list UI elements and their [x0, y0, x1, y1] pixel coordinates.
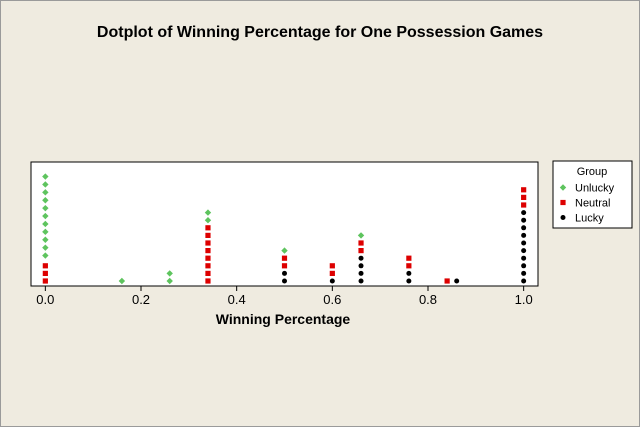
dot-lucky: [406, 270, 412, 276]
dot-lucky: [282, 278, 287, 284]
dot-unlucky: [42, 244, 49, 251]
dot-neutral: [205, 232, 211, 238]
dot-lucky: [358, 263, 364, 269]
dot-neutral: [205, 255, 211, 261]
legend: Group Unlucky Neutral Lucky: [552, 160, 633, 229]
chart-title: Dotplot of Winning Percentage for One Po…: [97, 24, 543, 41]
dot-neutral: [205, 263, 211, 269]
dot-unlucky: [42, 228, 49, 236]
dot-unlucky: [42, 220, 49, 228]
dot-lucky: [521, 217, 527, 223]
dot-neutral: [329, 263, 335, 269]
dot-lucky: [521, 210, 527, 216]
dot-neutral: [406, 263, 412, 269]
dot-lucky: [521, 232, 527, 238]
dot-unlucky: [42, 236, 49, 243]
x-tick-label: 0.6: [323, 292, 341, 307]
dot-neutral: [358, 248, 364, 254]
dot-unlucky: [42, 189, 49, 196]
x-tick-label: 1.0: [515, 292, 533, 307]
dot-unlucky: [42, 181, 49, 188]
dot-neutral: [205, 225, 211, 231]
dot-lucky: [521, 240, 527, 246]
dot-unlucky: [42, 173, 49, 180]
x-tick-label: 0.4: [228, 292, 246, 307]
legend-box: [552, 160, 633, 229]
dot-neutral: [406, 255, 412, 261]
dot-lucky: [521, 255, 527, 261]
dot-neutral: [521, 194, 527, 200]
dot-neutral: [205, 270, 211, 276]
dot-lucky: [521, 248, 527, 254]
dot-unlucky: [204, 209, 212, 216]
dot-neutral: [281, 255, 288, 261]
dot-unlucky: [42, 197, 49, 204]
dot-neutral: [444, 278, 450, 284]
dot-unlucky: [357, 232, 365, 239]
legend-title: Group: [577, 166, 608, 178]
dot-neutral: [205, 240, 211, 246]
x-tick-label: 0.0: [36, 292, 54, 307]
dot-lucky: [358, 255, 364, 261]
dot-lucky: [521, 263, 527, 269]
dot-unlucky: [166, 270, 173, 277]
dot-unlucky: [204, 217, 212, 224]
legend-items: Unlucky Neutral Lucky: [559, 183, 615, 225]
dot-lucky: [282, 270, 287, 276]
dot-neutral: [329, 270, 335, 276]
x-tick-label: 0.2: [132, 292, 150, 307]
data-marks: [42, 173, 527, 285]
dot-unlucky: [42, 252, 49, 259]
dot-lucky: [406, 278, 412, 284]
x-axis: 0.0 0.2 0.4 0.6 0.8 1.0: [36, 286, 533, 307]
dot-neutral: [42, 270, 48, 276]
dot-unlucky: [281, 247, 288, 254]
dot-unlucky: [166, 277, 173, 285]
dot-unlucky: [42, 212, 49, 220]
dot-lucky: [521, 225, 527, 231]
x-axis-label: Winning Percentage: [216, 311, 351, 327]
dot-unlucky: [42, 204, 49, 212]
dot-neutral: [205, 278, 211, 284]
dot-lucky: [358, 278, 364, 284]
dot-neutral: [42, 263, 48, 269]
legend-label-unlucky: Unlucky: [575, 183, 615, 195]
dot-lucky: [358, 270, 364, 276]
dot-neutral: [358, 240, 364, 246]
dot-neutral: [521, 202, 527, 208]
legend-label-neutral: Neutral: [575, 198, 610, 210]
dot-lucky: [521, 270, 527, 276]
dot-neutral: [205, 248, 211, 254]
legend-label-lucky: Lucky: [575, 213, 604, 225]
dot-neutral: [281, 263, 288, 269]
dot-lucky: [521, 278, 527, 284]
legend-marker-neutral: [560, 199, 566, 206]
dot-neutral: [42, 278, 48, 284]
dot-lucky: [329, 278, 335, 284]
dot-unlucky: [118, 277, 126, 285]
dot-lucky: [454, 278, 460, 284]
x-tick-label: 0.8: [419, 292, 437, 307]
dot-neutral: [521, 187, 527, 193]
legend-marker-unlucky: [559, 184, 567, 191]
legend-marker-lucky: [560, 215, 566, 220]
